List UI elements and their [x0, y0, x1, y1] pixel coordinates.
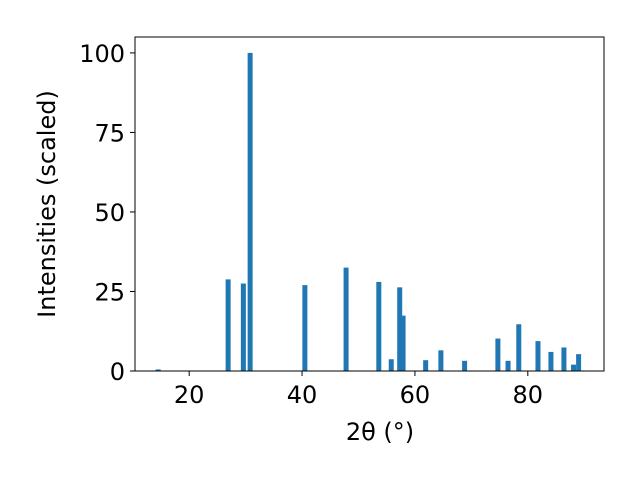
bar — [247, 52, 253, 372]
bar — [438, 350, 444, 371]
bar — [495, 338, 501, 371]
bar — [561, 347, 567, 371]
bar — [225, 279, 231, 371]
bar — [576, 354, 582, 371]
y-tick-label: 75 — [94, 119, 125, 147]
x-tick-label: 40 — [287, 381, 318, 409]
bar — [571, 364, 577, 371]
y-tick-label: 25 — [94, 278, 125, 306]
x-tick-label: 20 — [174, 381, 205, 409]
bar — [505, 360, 511, 371]
bar — [376, 281, 382, 371]
bar — [462, 360, 468, 371]
x-tick-label: 60 — [400, 381, 431, 409]
bar — [548, 351, 554, 371]
bar — [302, 285, 308, 371]
bar — [397, 287, 403, 371]
y-tick-label: 50 — [94, 199, 125, 227]
bar — [240, 283, 246, 371]
bar — [343, 267, 349, 371]
bar — [516, 324, 522, 371]
bar — [155, 369, 161, 371]
y-axis-label: Intensities (scaled) — [33, 90, 61, 318]
plot-frame — [134, 36, 605, 372]
bar — [535, 341, 541, 371]
bar — [388, 359, 394, 371]
x-axis-label: 2θ (°) — [346, 418, 414, 446]
y-tick-label: 100 — [79, 40, 125, 68]
x-tick-label: 80 — [513, 381, 544, 409]
bar — [423, 360, 429, 371]
bar — [400, 315, 406, 371]
y-tick-label: 0 — [110, 358, 125, 386]
